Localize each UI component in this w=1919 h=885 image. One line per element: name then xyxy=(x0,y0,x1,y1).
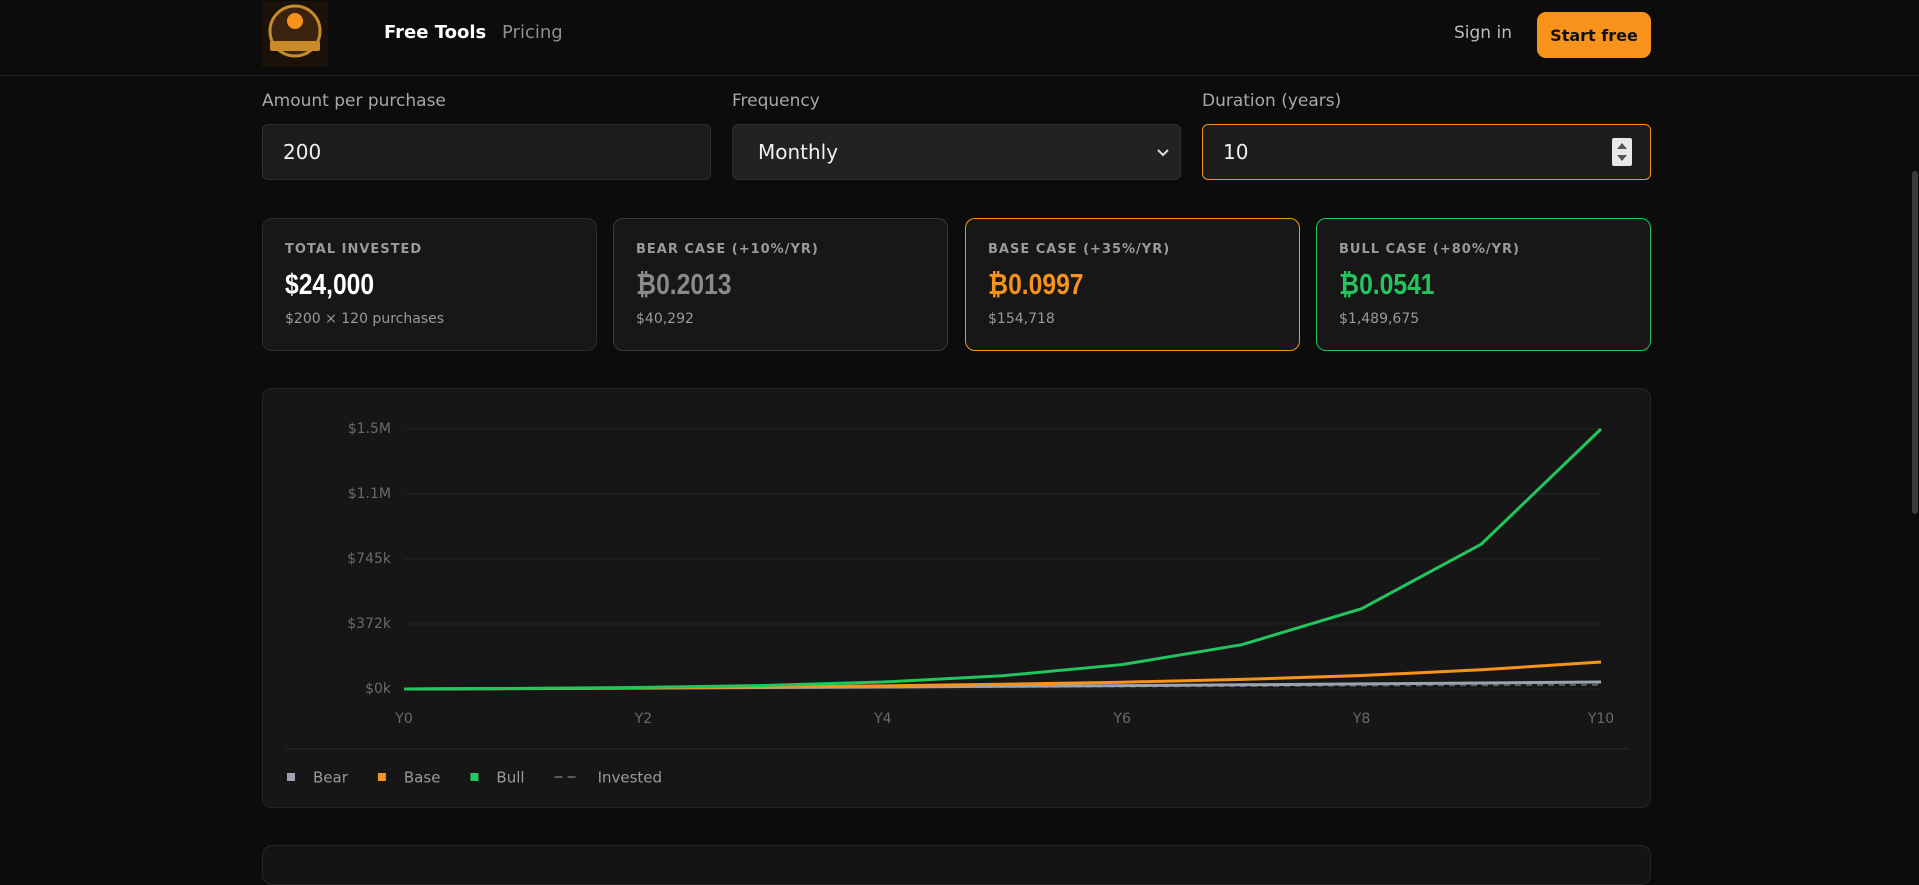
input-value: 200 xyxy=(283,140,322,164)
legend-swatch xyxy=(287,773,295,781)
duration-input[interactable]: 10 xyxy=(1202,124,1651,180)
navbar: Free Tools Pricing Sign in Start free xyxy=(0,0,1919,76)
summary-card: BASE CASE (+35%/YR) ₿0.0997 $154,718 xyxy=(965,218,1300,351)
select-value: Monthly xyxy=(758,140,839,164)
start-free-button[interactable]: Start free xyxy=(1537,12,1651,58)
y-tick-label: $745k xyxy=(347,551,392,567)
card-sub: $40,292 xyxy=(636,311,694,327)
card-value: ₿0.0997 xyxy=(988,269,1084,301)
chart: $0k $372k $745k $1.1M $1.5M Y0 Y2 Y4 Y6 Y8 Y10 Bear… xyxy=(285,421,1628,787)
legend-label: Invested xyxy=(598,769,662,787)
card-value: ₿0.2013 xyxy=(636,269,732,301)
sign-in-link[interactable]: Sign in xyxy=(1454,23,1512,43)
card-value: ₿0.0541 xyxy=(1339,269,1435,301)
card-label: BULL CASE (+80%/YR) xyxy=(1339,242,1520,257)
summary-card: BULL CASE (+80%/YR) ₿0.0541 $1,489,675 xyxy=(1316,218,1651,351)
x-tick-label: Y6 xyxy=(1112,711,1131,727)
legend-swatch xyxy=(377,773,386,781)
card-value: $24,000 xyxy=(285,269,375,301)
field-label: Amount per purchase xyxy=(262,91,446,111)
x-tick-label: Y2 xyxy=(634,711,652,727)
y-tick-label: $1.5M xyxy=(348,421,391,437)
logo[interactable] xyxy=(262,1,328,67)
series-line xyxy=(403,427,1603,691)
y-tick-label: $0k xyxy=(365,681,392,697)
spinner[interactable] xyxy=(1612,138,1632,166)
summary-card: BEAR CASE (+10%/YR) ₿0.2013 $40,292 xyxy=(613,218,948,351)
x-tick-label: Y0 xyxy=(394,711,412,727)
card-label: TOTAL INVESTED xyxy=(285,242,423,257)
frequency-select[interactable]: Monthly xyxy=(732,124,1181,180)
y-tick-label: $372k xyxy=(347,616,392,632)
x-tick-label: Y8 xyxy=(1352,711,1370,727)
y-tick-label: $1.1M xyxy=(348,486,391,502)
card-label: BEAR CASE (+10%/YR) xyxy=(636,242,819,257)
legend-swatch xyxy=(470,773,479,781)
legend-label: Base xyxy=(404,769,441,787)
nav-link[interactable]: Pricing xyxy=(502,22,563,43)
x-tick-label: Y4 xyxy=(873,711,892,727)
legend-label: Bear xyxy=(313,769,349,787)
summary-card: TOTAL INVESTED $24,000 $200 × 120 purcha… xyxy=(262,218,597,351)
next-panel xyxy=(262,845,1651,885)
field-label: Duration (years) xyxy=(1202,91,1342,111)
card-sub: $154,718 xyxy=(988,311,1055,327)
amount-input[interactable]: 200 xyxy=(262,124,711,180)
legend-label: Bull xyxy=(496,769,524,787)
input-value: 10 xyxy=(1223,140,1249,164)
x-tick-label: Y10 xyxy=(1587,711,1614,727)
chart-panel: $0k $372k $745k $1.1M $1.5M Y0 Y2 Y4 Y6 Y8 Y10 Bear… xyxy=(262,388,1651,808)
card-sub: $200 × 120 purchases xyxy=(285,311,444,327)
field-label: Frequency xyxy=(732,91,820,111)
chevron xyxy=(1157,149,1169,157)
card-label: BASE CASE (+35%/YR) xyxy=(988,242,1171,257)
card-sub: $1,489,675 xyxy=(1339,311,1420,327)
nav-link[interactable]: Free Tools xyxy=(384,22,487,43)
scrollbar[interactable] xyxy=(1912,171,1918,514)
